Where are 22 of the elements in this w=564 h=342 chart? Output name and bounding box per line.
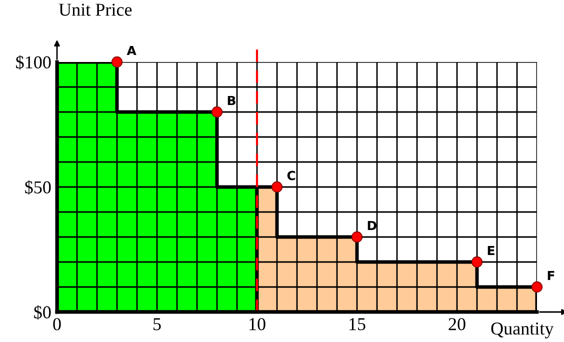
x-tick-label: 10 [250,318,266,330]
point [531,281,543,293]
annotation: B [228,96,236,106]
point [471,256,483,268]
point [111,56,123,68]
y-tick-label: $50 [25,180,51,195]
annotation: D [368,220,376,230]
x-tick-label: 20 [448,318,466,330]
y-tick-label: $0 [34,305,51,320]
y-tick-label: $100 [16,55,51,70]
x-tick-label: 15 [350,318,366,330]
x-tick-label: 5 [154,318,161,330]
annotation: A [126,46,136,56]
annotation: F [548,270,554,280]
point [271,181,283,193]
annotation: C [287,170,296,180]
x-tick-label: 0 [53,318,61,330]
point [351,231,363,243]
x-axis-title: Quantity [491,322,554,338]
annotation: E [488,246,494,256]
point [211,106,223,118]
y-axis-title: Unit Price [58,4,132,16]
